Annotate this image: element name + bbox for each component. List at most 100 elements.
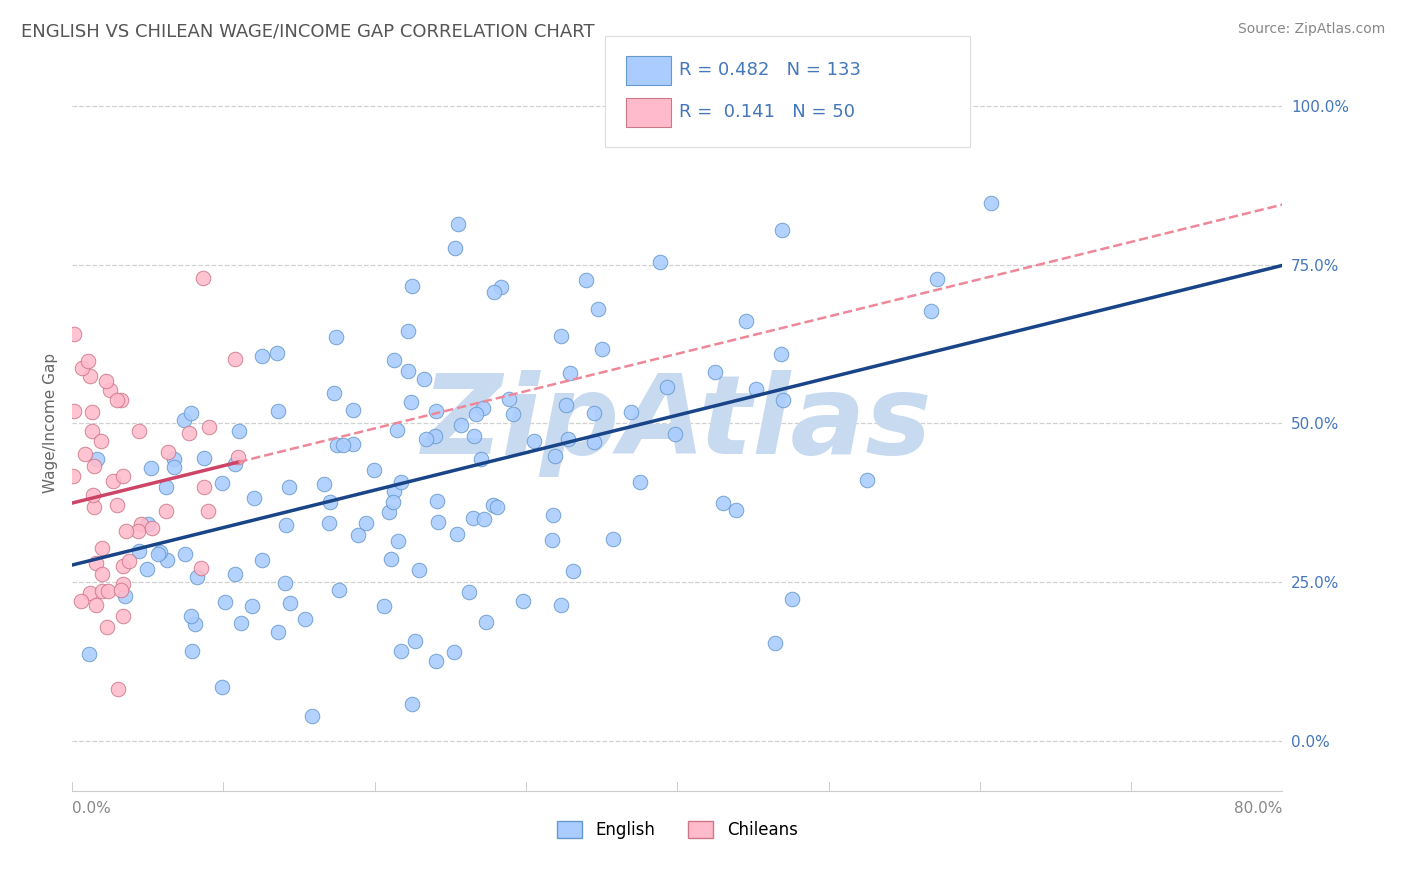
Point bbox=[155, 504, 177, 518]
Point bbox=[211, 476, 233, 491]
Point bbox=[110, 582, 132, 597]
Point bbox=[157, 444, 180, 458]
Point bbox=[426, 494, 449, 508]
Point bbox=[105, 498, 128, 512]
Point bbox=[156, 552, 179, 566]
Point bbox=[328, 582, 350, 597]
Point bbox=[484, 285, 506, 299]
Point bbox=[541, 508, 564, 522]
Point bbox=[62, 468, 84, 483]
Point bbox=[163, 452, 186, 467]
Point bbox=[550, 599, 572, 613]
Point bbox=[602, 533, 624, 547]
Text: ZipAtlas: ZipAtlas bbox=[422, 369, 932, 476]
Point bbox=[512, 593, 534, 607]
Legend: English, Chileans: English, Chileans bbox=[550, 814, 804, 846]
Point bbox=[470, 451, 492, 466]
Point bbox=[427, 515, 450, 529]
Point bbox=[648, 255, 671, 269]
Point bbox=[100, 383, 122, 397]
Point bbox=[129, 517, 152, 532]
Point bbox=[180, 406, 202, 420]
Point bbox=[114, 524, 136, 538]
Point bbox=[472, 401, 495, 416]
Point bbox=[325, 438, 347, 452]
Point bbox=[461, 511, 484, 525]
Point bbox=[141, 521, 163, 535]
Point bbox=[266, 345, 288, 359]
Point bbox=[83, 458, 105, 473]
Point bbox=[193, 450, 215, 465]
Point bbox=[401, 697, 423, 711]
Point bbox=[111, 469, 134, 483]
Point bbox=[770, 223, 793, 237]
Point bbox=[540, 533, 562, 547]
Text: R = 0.482   N = 133: R = 0.482 N = 133 bbox=[679, 62, 860, 79]
Point bbox=[554, 398, 576, 412]
Text: ENGLISH VS CHILEAN WAGE/INCOME GAP CORRELATION CHART: ENGLISH VS CHILEAN WAGE/INCOME GAP CORRE… bbox=[21, 22, 595, 40]
Point bbox=[486, 500, 509, 515]
Point bbox=[224, 457, 246, 471]
Point bbox=[401, 279, 423, 293]
Point bbox=[180, 608, 202, 623]
Point bbox=[128, 424, 150, 438]
Point bbox=[583, 435, 606, 450]
Point bbox=[413, 371, 436, 385]
Point bbox=[387, 534, 409, 549]
Point bbox=[190, 561, 212, 575]
Point bbox=[325, 330, 347, 344]
Text: R =  0.141   N = 50: R = 0.141 N = 50 bbox=[679, 103, 855, 121]
Point bbox=[465, 407, 488, 421]
Point bbox=[250, 552, 273, 566]
Point bbox=[79, 585, 101, 599]
Point bbox=[318, 516, 340, 530]
Point bbox=[70, 361, 93, 376]
Point bbox=[575, 273, 598, 287]
Point bbox=[278, 596, 301, 610]
Point bbox=[389, 475, 412, 490]
Point bbox=[97, 584, 120, 599]
Point bbox=[77, 648, 100, 662]
Point bbox=[925, 272, 948, 286]
Point bbox=[111, 608, 134, 623]
Point bbox=[103, 474, 125, 488]
Point bbox=[628, 475, 651, 489]
Point bbox=[86, 598, 108, 612]
Point bbox=[744, 382, 766, 396]
Point bbox=[63, 327, 86, 342]
Point bbox=[96, 374, 118, 388]
Point bbox=[450, 417, 472, 432]
Point bbox=[772, 393, 794, 408]
Point bbox=[91, 541, 114, 555]
Point bbox=[96, 620, 118, 634]
Point bbox=[314, 477, 336, 491]
Point bbox=[378, 505, 401, 519]
Point bbox=[193, 480, 215, 494]
Point bbox=[228, 450, 250, 465]
Point bbox=[224, 352, 246, 367]
Point bbox=[399, 395, 422, 409]
Point bbox=[274, 576, 297, 591]
Point bbox=[70, 594, 93, 608]
Point bbox=[770, 347, 793, 361]
Point bbox=[111, 577, 134, 591]
Point bbox=[443, 645, 465, 659]
Point bbox=[118, 554, 141, 568]
Point bbox=[544, 449, 567, 463]
Point bbox=[373, 599, 395, 614]
Point bbox=[127, 524, 149, 538]
Point bbox=[179, 425, 201, 440]
Point bbox=[278, 480, 301, 494]
Point bbox=[90, 434, 112, 448]
Point bbox=[91, 567, 114, 582]
Point bbox=[63, 403, 86, 417]
Point bbox=[558, 366, 581, 380]
Point bbox=[980, 196, 1002, 211]
Point bbox=[463, 429, 485, 443]
Point bbox=[224, 567, 246, 582]
Point bbox=[82, 424, 104, 438]
Point bbox=[763, 635, 786, 649]
Point bbox=[267, 625, 290, 640]
Point bbox=[489, 280, 512, 294]
Point bbox=[86, 452, 108, 467]
